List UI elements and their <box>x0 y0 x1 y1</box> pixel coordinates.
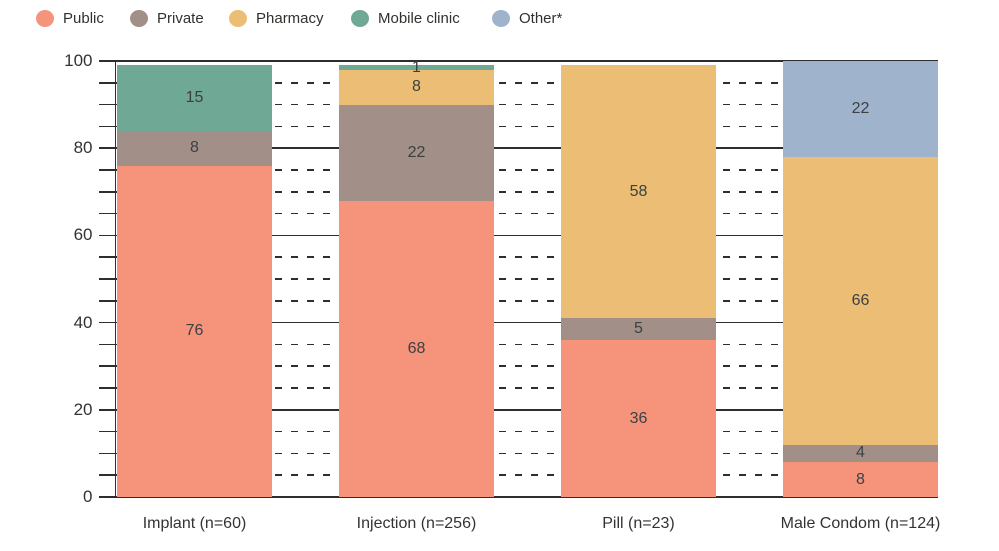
bar-segment: 1 <box>339 59 494 75</box>
gridline-minor <box>114 103 938 106</box>
gridline-major <box>114 60 938 62</box>
legend-swatch-circle-icon <box>130 10 148 27</box>
gridline-major <box>114 147 938 149</box>
gridline-minor <box>114 81 938 84</box>
legend-item: Public <box>36 9 104 28</box>
gridline-major <box>114 321 938 324</box>
legend-swatch-circle-icon <box>351 10 369 27</box>
segment-value-label: 68 <box>407 339 426 357</box>
segment-value-label: 58 <box>629 182 648 200</box>
y-axis-tick <box>98 191 117 193</box>
legend-label: Mobile clinic <box>378 10 460 27</box>
y-axis-tick-label: 60 <box>73 225 93 245</box>
gridline-minor <box>114 190 938 193</box>
legend-item: Mobile clinic <box>351 9 460 28</box>
bar-segment: 68 <box>339 200 494 497</box>
y-axis-tick-label: 40 <box>73 312 93 332</box>
y-axis-tick <box>98 474 117 476</box>
bar-segment: 4 <box>783 444 938 463</box>
bar-segment: 76 <box>117 165 272 497</box>
bar-segment: 36 <box>561 340 716 497</box>
gridline-major <box>114 408 938 411</box>
legend-swatch-circle-icon <box>492 10 510 27</box>
legend-label: Public <box>63 10 104 27</box>
y-axis-tick <box>98 387 117 389</box>
segment-value-label: 76 <box>185 322 204 340</box>
gridline-minor <box>114 452 938 455</box>
legend-label: Other* <box>519 10 563 27</box>
y-axis-tick-label: 100 <box>64 51 93 70</box>
y-axis-tick <box>98 452 117 455</box>
gridline-minor <box>114 212 938 215</box>
gridline-minor <box>114 387 938 389</box>
bar-segment: 66 <box>783 156 938 445</box>
legend-swatch-circle-icon <box>229 10 247 27</box>
legend-swatch-circle-icon <box>36 10 54 27</box>
bar-segment: 8 <box>783 462 938 497</box>
y-axis-tick <box>98 278 117 280</box>
gridline-minor <box>114 169 938 171</box>
segment-value-label: 15 <box>185 89 204 107</box>
y-axis-tick <box>98 212 117 215</box>
x-axis-category-label: Male Condom (n=124) <box>780 515 941 532</box>
y-axis-tick-label: 0 <box>83 487 93 506</box>
segment-value-label: 5 <box>634 320 643 338</box>
bar-segment: 22 <box>783 61 938 157</box>
bar-segment: 5 <box>561 318 716 341</box>
y-axis-tick <box>98 409 117 411</box>
y-axis-tick <box>98 430 117 433</box>
segment-value-label: 4 <box>856 444 865 462</box>
x-axis-category-label: Injection (n=256) <box>356 515 477 532</box>
segment-value-label: 22 <box>407 143 426 161</box>
gridline-minor <box>114 343 938 346</box>
legend-item: Private <box>130 9 204 28</box>
gridline-minor <box>114 278 938 280</box>
legend-item: Pharmacy <box>229 9 324 28</box>
segment-value-label: 66 <box>851 291 870 309</box>
bar-segment: 58 <box>561 65 716 319</box>
y-axis-tick <box>98 60 117 62</box>
y-axis-tick <box>98 343 117 346</box>
y-axis-tick <box>98 365 117 367</box>
y-axis-tick <box>98 321 117 324</box>
legend-item: Other* <box>492 9 562 28</box>
segment-value-label: 36 <box>629 409 648 427</box>
x-axis-category-label: Implant (n=60) <box>142 515 247 532</box>
legend-label: Pharmacy <box>256 10 324 27</box>
y-axis-tick <box>98 125 117 128</box>
y-axis-tick <box>98 300 117 302</box>
gridline-minor <box>114 474 938 477</box>
segment-value-label: 1 <box>412 58 421 76</box>
y-axis-tick <box>98 169 117 171</box>
bar-segment: 15 <box>117 65 272 131</box>
gridline-major <box>114 234 938 237</box>
y-axis-tick-label: 80 <box>73 138 93 158</box>
gridline-minor <box>114 365 938 368</box>
x-axis-category-label: Pill (n=23) <box>602 515 675 532</box>
y-axis-line <box>114 61 117 497</box>
bar-segment: 8 <box>339 69 494 105</box>
bar-segment: 8 <box>117 130 272 166</box>
legend-label: Private <box>157 10 204 27</box>
x-axis-line <box>98 496 938 498</box>
segment-value-label: 22 <box>851 99 870 117</box>
gridline-minor <box>114 430 938 433</box>
y-axis-tick <box>98 234 117 237</box>
segment-value-label: 8 <box>412 78 421 96</box>
segment-value-label: 8 <box>190 139 199 157</box>
segment-value-label: 8 <box>856 470 865 488</box>
gridline-minor <box>114 125 938 128</box>
y-axis-tick <box>98 103 117 106</box>
gridline-minor <box>114 299 938 302</box>
y-axis-tick-label: 20 <box>73 399 93 419</box>
gridline-minor <box>114 256 938 259</box>
y-axis-tick <box>98 147 117 149</box>
bar-segment: 22 <box>339 104 494 201</box>
y-axis-tick <box>98 82 117 84</box>
legend: Public Private Pharmacy Mobile clinic Other* <box>0 0 999 36</box>
y-axis-tick <box>98 256 117 258</box>
